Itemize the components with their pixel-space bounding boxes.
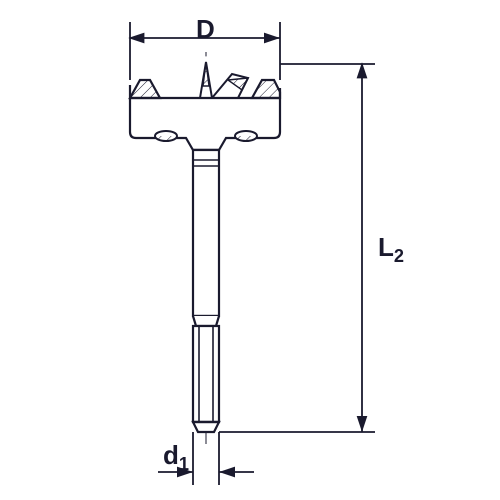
label-L2: L2	[378, 232, 404, 267]
drill-bit-drawing	[0, 0, 500, 500]
diagram-canvas: D L2 d1	[0, 0, 500, 500]
drill-head	[130, 56, 280, 150]
label-L2-main: L	[378, 232, 394, 262]
drill-shank	[193, 150, 219, 432]
label-d1: d1	[163, 440, 189, 475]
label-d1-sub: 1	[179, 454, 189, 474]
label-L2-sub: 2	[394, 246, 404, 266]
label-d1-main: d	[163, 440, 179, 470]
label-D: D	[196, 14, 215, 45]
